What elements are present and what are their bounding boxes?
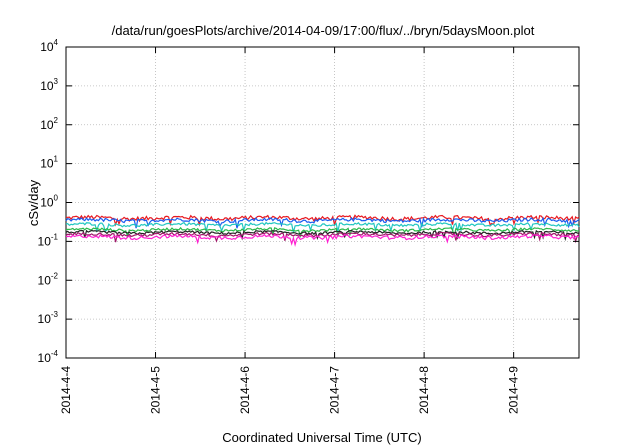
y-tick-label: 103 (40, 77, 58, 93)
y-tick-exponent: 1 (54, 155, 59, 164)
y-tick-exponent: -4 (51, 349, 59, 358)
series-lines (65, 214, 580, 248)
y-tick-label: 10-1 (38, 232, 59, 248)
y-tick-exponent: -1 (51, 232, 59, 241)
y-tick-exponent: 2 (54, 116, 59, 125)
y-tick-base: 10 (40, 79, 54, 93)
y-tick-label: 10-2 (38, 271, 59, 287)
x-tick-label: 2014-4-6 (238, 366, 252, 414)
series-line (65, 221, 580, 233)
x-tick-label: 2014-4-4 (59, 366, 73, 414)
y-tick-base: 10 (40, 118, 54, 132)
x-tick-label: 2014-4-7 (328, 366, 342, 414)
y-tick-base: 10 (40, 196, 54, 210)
y-tick-exponent: -3 (51, 310, 59, 319)
y-tick-label: 100 (40, 194, 58, 210)
x-tick-label: 2014-4-9 (507, 366, 521, 414)
x-axis: 2014-4-4 2014-4-5 2014-4-6 2014-4-7 2014-4-8… (59, 47, 521, 414)
series-line (65, 231, 580, 244)
x-tick-label: 2014-4-8 (417, 366, 431, 414)
y-tick-exponent: 0 (54, 194, 59, 203)
plot-frame (65, 46, 580, 359)
series-line (65, 233, 580, 248)
y-tick-label: 101 (40, 155, 58, 171)
y-axis-label: cSv/day (26, 179, 41, 226)
x-axis-label: Coordinated Universal Time (UTC) (222, 430, 421, 445)
y-tick-label: 10-4 (38, 349, 59, 365)
grid (66, 47, 579, 358)
y-tick-label: 104 (40, 38, 58, 54)
y-tick-base: 10 (38, 234, 52, 248)
y-tick-base: 10 (40, 157, 54, 171)
y-tick-label: 102 (40, 116, 58, 132)
y-tick-base: 10 (40, 40, 54, 54)
y-tick-base: 10 (38, 273, 52, 287)
series-line (65, 226, 580, 239)
y-tick-base: 10 (38, 312, 52, 326)
series-line (65, 216, 580, 229)
y-tick-exponent: -2 (51, 271, 59, 280)
chart-title: /data/run/goesPlots/archive/2014-04-09/1… (112, 23, 535, 38)
y-tick-exponent: 3 (54, 77, 59, 86)
y-tick-label: 10-3 (38, 310, 59, 326)
y-tick-base: 10 (38, 351, 52, 365)
x-tick-label: 2014-4-5 (149, 366, 163, 414)
y-tick-exponent: 4 (54, 38, 59, 47)
